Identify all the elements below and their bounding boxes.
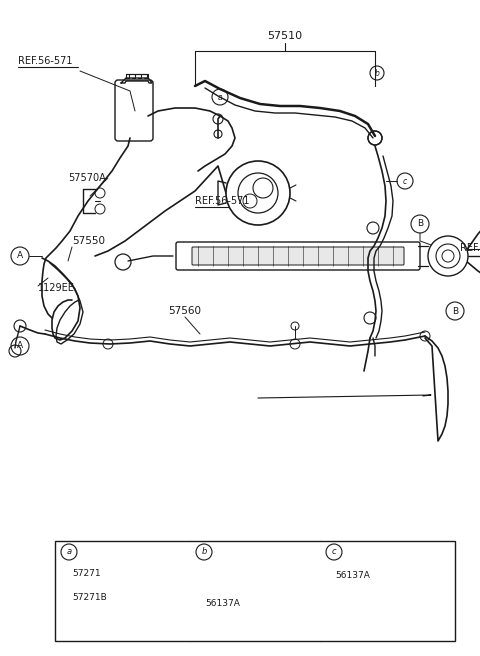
Circle shape [428,236,468,276]
Circle shape [226,161,290,225]
Text: a: a [66,548,72,556]
Text: 57510: 57510 [267,31,302,41]
Text: c: c [403,176,407,186]
Text: c: c [332,548,336,556]
Text: b: b [374,68,379,77]
Text: A: A [17,251,23,260]
Text: REF.56-571: REF.56-571 [18,56,72,66]
FancyBboxPatch shape [115,80,153,141]
Text: B: B [417,220,423,228]
Text: REF.56-571: REF.56-571 [195,196,250,206]
Text: 1129EE: 1129EE [38,283,75,293]
Text: a: a [218,92,222,102]
Text: A: A [17,342,23,350]
Text: b: b [201,548,207,556]
Bar [55,541,455,641]
Text: 57271: 57271 [72,569,101,579]
Text: B: B [452,306,458,316]
Text: 56137A: 56137A [335,571,370,581]
Text: REF.56-577: REF.56-577 [460,243,480,253]
Text: 57560: 57560 [168,306,201,316]
Text: 57570A: 57570A [68,173,106,183]
Text: 57550: 57550 [72,236,105,246]
Text: 56137A: 56137A [205,600,240,609]
FancyBboxPatch shape [192,247,404,265]
FancyBboxPatch shape [176,242,420,270]
Text: 57271B: 57271B [72,594,107,602]
